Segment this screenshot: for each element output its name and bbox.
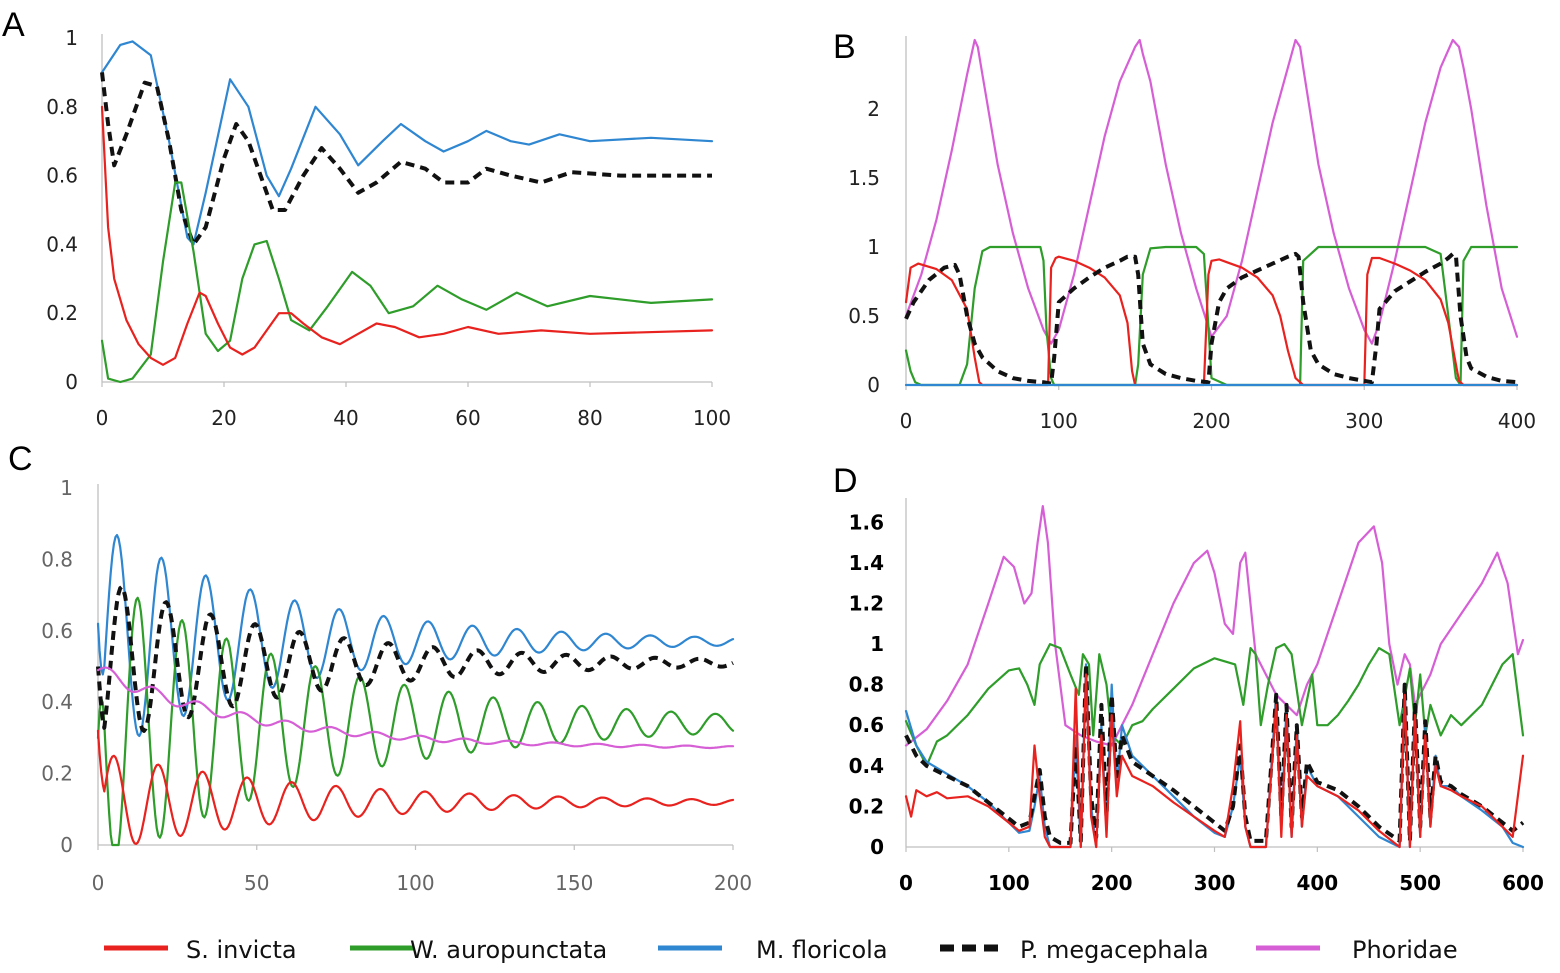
x-tick-label: 0 <box>96 406 109 430</box>
chart-panel-b: 0 0.5 1 1.5 2 0 100 200 300 400 <box>848 36 1536 433</box>
chart-panel-d: 0 0.2 0.4 0.6 0.8 1 1.2 1.4 1.6 0 100 200 300 400 500 6… <box>849 498 1544 895</box>
x-tick-label: 0 <box>899 871 913 895</box>
y-tick-label: 0 <box>870 835 884 859</box>
series-line-m-floricola <box>96 534 735 738</box>
chart-panel-a: 0 0.2 0.4 0.6 0.8 1 0 20 40 60 80 100 <box>46 26 731 430</box>
y-tick-label: 1.5 <box>848 166 880 190</box>
y-tick-label: 0.2 <box>46 301 78 325</box>
series-line-w-auropunctata <box>904 245 1519 387</box>
x-tick-label: 400 <box>1498 409 1536 433</box>
series-line-phoridae <box>904 38 1519 345</box>
x-tick-label: 100 <box>1040 409 1078 433</box>
x-tick-label: 40 <box>333 406 358 430</box>
y-tick-label: 1 <box>65 26 78 50</box>
y-tick-label: 1 <box>870 632 884 656</box>
x-tick-label: 50 <box>244 871 269 895</box>
x-tick-label: 100 <box>396 871 434 895</box>
y-tick-label: 1 <box>867 235 880 259</box>
series-line-w-auropunctata <box>100 181 714 384</box>
y-tick-label: 0.8 <box>46 95 78 119</box>
x-tick-label: 200 <box>714 871 752 895</box>
y-tick-label: 0 <box>60 833 73 857</box>
y-tick-label: 0.5 <box>848 304 880 328</box>
panel-letter-b: B <box>833 28 856 66</box>
y-tick-label: 0.4 <box>46 232 78 256</box>
x-tick-label: 20 <box>211 406 236 430</box>
x-tick-label: 300 <box>1345 409 1383 433</box>
series-line-w-auropunctata <box>96 596 735 847</box>
legend-item: Phoridae <box>1256 936 1458 964</box>
y-tick-label: 0.6 <box>849 713 884 737</box>
y-tick-label: 1.6 <box>849 510 884 534</box>
x-tick-label: 0 <box>92 871 105 895</box>
legend-label: Phoridae <box>1352 936 1458 964</box>
x-tick-label: 0 <box>900 409 913 433</box>
legend-label: M. floricola <box>756 936 888 964</box>
legend-item: M. floricola <box>658 936 888 964</box>
legend-item: S. invicta <box>104 936 297 964</box>
x-tick-label: 100 <box>988 871 1030 895</box>
series-line-phoridae <box>96 666 735 750</box>
series-line-p-megacephala <box>96 584 734 733</box>
y-tick-label: 0.4 <box>849 754 884 778</box>
panel-letter-d: D <box>833 462 858 500</box>
series-line-s-invicta <box>96 729 735 845</box>
legend-item: P. megacephala <box>940 936 1209 964</box>
y-tick-label: 0.8 <box>849 673 884 697</box>
x-tick-label: 60 <box>455 406 480 430</box>
series-line-p-megacephala <box>100 72 712 247</box>
y-tick-label: 0 <box>867 373 880 397</box>
panel-letter-c: C <box>8 440 33 478</box>
series-line-s-invicta <box>100 105 714 366</box>
legend-label: W. auropunctata <box>410 936 607 964</box>
x-tick-label: 600 <box>1502 871 1544 895</box>
series-line-p-megacephala <box>904 251 1518 386</box>
x-tick-label: 150 <box>555 871 593 895</box>
y-tick-label: 1.4 <box>849 551 884 575</box>
legend: S. invicta W. auropunctata M. floricola P. … <box>104 936 1458 964</box>
x-tick-label: 200 <box>1091 871 1133 895</box>
chart-panel-c: 0 0.2 0.4 0.6 0.8 1 0 50 100 150 200 <box>41 476 752 895</box>
y-tick-label: 0.2 <box>849 794 884 818</box>
x-tick-label: 300 <box>1194 871 1236 895</box>
y-tick-label: 0.6 <box>46 164 78 188</box>
y-tick-label: 0.6 <box>41 619 73 643</box>
y-tick-label: 0.4 <box>41 690 73 714</box>
series-line-m-floricola <box>100 40 714 246</box>
x-tick-label: 400 <box>1296 871 1338 895</box>
y-tick-label: 1 <box>60 476 73 500</box>
x-tick-label: 500 <box>1399 871 1441 895</box>
y-tick-label: 1.2 <box>849 591 884 615</box>
y-tick-label: 2 <box>867 97 880 121</box>
legend-item: W. auropunctata <box>350 936 607 964</box>
legend-label: P. megacephala <box>1020 936 1209 964</box>
x-tick-label: 80 <box>577 406 602 430</box>
y-tick-label: 0 <box>65 370 78 394</box>
x-tick-label: 100 <box>693 406 731 430</box>
y-tick-label: 0.8 <box>41 547 73 571</box>
panel-letter-a: A <box>2 6 25 44</box>
series-line-w-auropunctata <box>904 643 1525 767</box>
x-tick-label: 200 <box>1192 409 1230 433</box>
legend-label: S. invicta <box>186 936 297 964</box>
series-line-s-invicta <box>904 673 1525 849</box>
y-tick-label: 0.2 <box>41 762 73 786</box>
